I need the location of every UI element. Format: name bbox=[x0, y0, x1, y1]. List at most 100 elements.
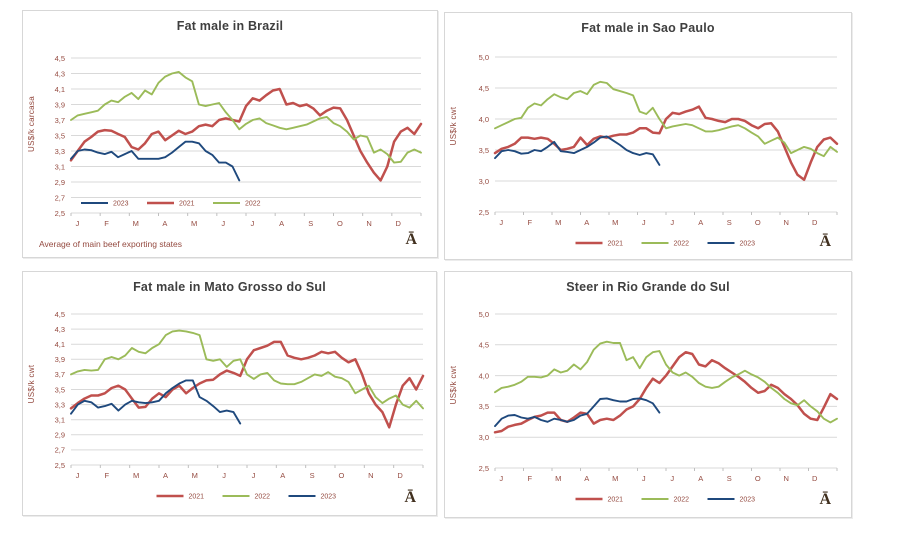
y-tick-label: 3,3 bbox=[55, 147, 65, 156]
gridlines: 2,5 3,0 3,5 4,0 4,5 5,0 bbox=[479, 53, 837, 217]
legend-label-2023: 2023 bbox=[113, 201, 129, 208]
y-tick-label: 4,0 bbox=[479, 115, 489, 124]
month-label: J bbox=[499, 218, 503, 227]
month-label: N bbox=[784, 218, 789, 227]
y-tick-label: 3,3 bbox=[55, 400, 65, 409]
chart-footnote: Average of main beef exporting states bbox=[39, 239, 183, 249]
legend-label-2022: 2022 bbox=[674, 241, 690, 248]
legend: 2021 2022 2023 bbox=[156, 494, 337, 501]
month-label: F bbox=[527, 218, 532, 227]
month-label: M bbox=[555, 474, 561, 483]
chart-panel-rio-grande: Steer in Rio Grande do Sul US$/k cwt 2,5… bbox=[444, 271, 852, 518]
legend-label-2021: 2021 bbox=[608, 241, 624, 248]
y-tick-label: 2,5 bbox=[479, 208, 489, 217]
legend-label-2023: 2023 bbox=[321, 494, 337, 501]
legend-label-2022: 2022 bbox=[674, 497, 690, 504]
legend-label-2023: 2023 bbox=[740, 497, 756, 504]
month-label: O bbox=[337, 219, 343, 228]
y-tick-label: 4,0 bbox=[479, 371, 489, 380]
chart-title: Steer in Rio Grande do Sul bbox=[566, 280, 730, 294]
legend-label-2021: 2021 bbox=[189, 494, 205, 501]
month-label: M bbox=[612, 474, 618, 483]
y-tick-label: 4,3 bbox=[55, 325, 65, 334]
series-line-2021 bbox=[69, 340, 425, 429]
month-label: O bbox=[339, 471, 345, 480]
y-tick-label: 3,7 bbox=[55, 116, 65, 125]
month-label: F bbox=[104, 471, 109, 480]
month-label: J bbox=[499, 474, 503, 483]
y-tick-label: 5,0 bbox=[479, 310, 489, 319]
month-label: A bbox=[698, 218, 703, 227]
month-label: A bbox=[584, 218, 589, 227]
line-chart: 2,5 2,7 2,9 3,1 3,3 3,5 3,7 3,9 4,1 4,3 4,5 J F M A M J J… bbox=[55, 310, 425, 501]
month-label: A bbox=[163, 471, 168, 480]
series-line-2021 bbox=[493, 350, 839, 434]
month-label: O bbox=[755, 474, 761, 483]
month-label: A bbox=[280, 471, 285, 480]
month-label: M bbox=[133, 219, 139, 228]
chart-panel-sao-paulo: Fat male in Sao Paulo US$/k cwt 2,5 3,0 3,… bbox=[444, 12, 852, 260]
y-tick-label: 4,5 bbox=[55, 54, 65, 63]
month-label: F bbox=[104, 219, 109, 228]
month-label: J bbox=[222, 471, 226, 480]
legend-label-2021: 2021 bbox=[179, 201, 195, 208]
legend: 2021 2022 2023 bbox=[575, 241, 755, 248]
logo-mark: Ā bbox=[819, 233, 831, 250]
y-tick-label: 3,5 bbox=[479, 146, 489, 155]
series-line-2022 bbox=[70, 329, 424, 410]
legend: 2023 2021 2022 bbox=[81, 201, 261, 208]
y-tick-label: 3,9 bbox=[55, 100, 65, 109]
y-tick-label: 3,5 bbox=[479, 402, 489, 411]
month-label: S bbox=[727, 474, 732, 483]
series-line-2023 bbox=[494, 135, 661, 166]
month-label: J bbox=[251, 219, 255, 228]
chart-panel-mato-grosso: Fat male in Mato Grosso do Sul US$/k cwt… bbox=[22, 271, 437, 516]
y-tick-label: 4,5 bbox=[55, 310, 65, 319]
month-label: J bbox=[252, 471, 256, 480]
y-tick-label: 3,5 bbox=[55, 131, 65, 140]
series-line-2023 bbox=[70, 140, 241, 182]
y-tick-label: 3,1 bbox=[55, 416, 65, 425]
month-label: J bbox=[76, 219, 80, 228]
month-label: M bbox=[133, 471, 139, 480]
y-tick-label: 4,1 bbox=[55, 85, 65, 94]
month-label: J bbox=[670, 218, 674, 227]
legend: 2021 2022 2023 bbox=[575, 497, 756, 504]
chart-panel-brazil: Fat male in Brazil US$/k carcasa 2,5 2,7 2… bbox=[22, 10, 438, 258]
line-chart: 2,5 2,7 2,9 3,1 3,3 3,5 3,7 3,9 4,1 4,3 4,5 J F M A M J J… bbox=[55, 54, 423, 228]
series-line-2022 bbox=[494, 80, 838, 158]
month-label: A bbox=[279, 219, 284, 228]
month-label: J bbox=[642, 474, 646, 483]
series-line-2023 bbox=[70, 379, 242, 425]
month-label: N bbox=[784, 474, 789, 483]
y-tick-label: 4,3 bbox=[55, 69, 65, 78]
y-tick-label: 5,0 bbox=[479, 53, 489, 62]
legend-label-2022: 2022 bbox=[245, 201, 261, 208]
logo-mark: Ā bbox=[405, 231, 417, 248]
month-label: J bbox=[76, 471, 80, 480]
series-line-2021 bbox=[493, 105, 839, 182]
series-line-2023 bbox=[494, 397, 661, 428]
month-label: M bbox=[191, 219, 197, 228]
y-tick-label: 2,9 bbox=[55, 431, 65, 440]
gridlines: 2,5 2,7 2,9 3,1 3,3 3,5 3,7 3,9 4,1 4,3 4,5 bbox=[55, 54, 421, 218]
y-tick-label: 2,7 bbox=[55, 446, 65, 455]
month-label: A bbox=[162, 219, 167, 228]
month-label: D bbox=[812, 218, 818, 227]
month-label: J bbox=[221, 219, 225, 228]
month-label: A bbox=[698, 474, 703, 483]
y-tick-label: 2,5 bbox=[55, 209, 65, 218]
month-label: N bbox=[366, 219, 371, 228]
y-tick-label: 4,5 bbox=[479, 84, 489, 93]
month-label: D bbox=[397, 471, 403, 480]
y-tick-label: 2,9 bbox=[55, 178, 65, 187]
series-line-2022 bbox=[494, 340, 838, 424]
legend-label-2021: 2021 bbox=[608, 497, 624, 504]
month-label: S bbox=[727, 218, 732, 227]
